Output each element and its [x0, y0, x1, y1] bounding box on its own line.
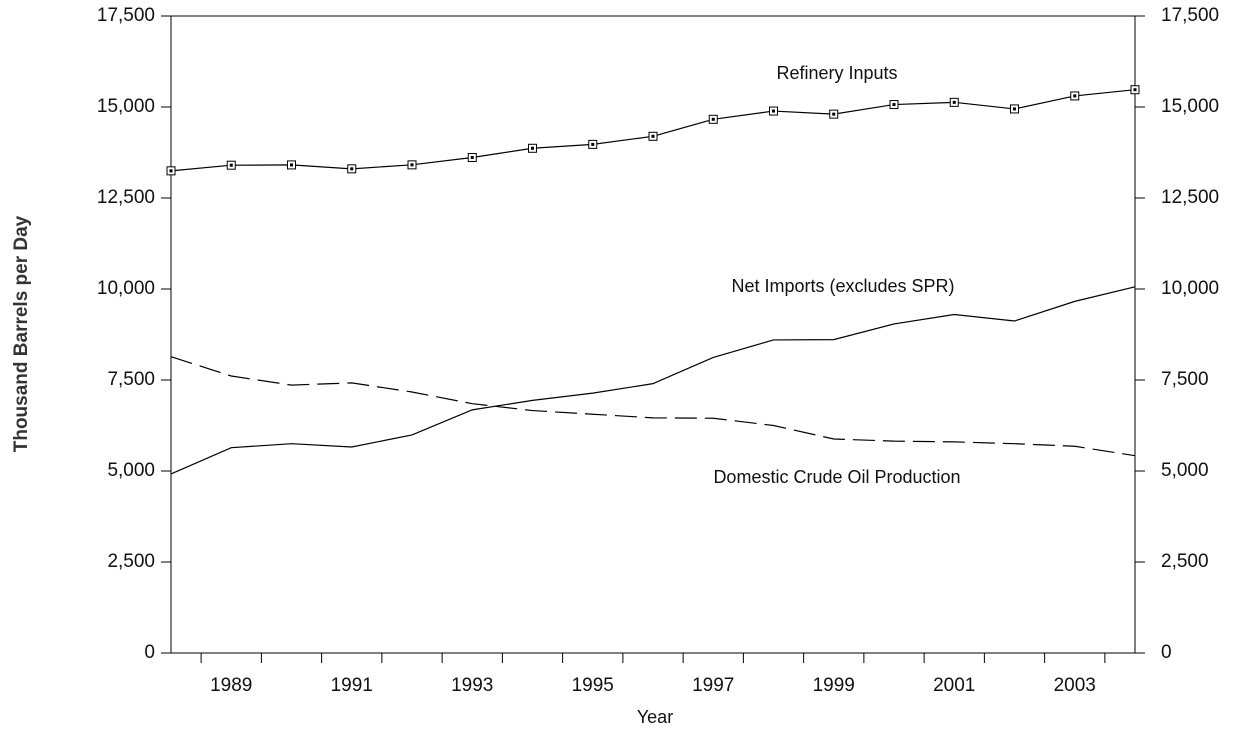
series-marker-dot: [350, 167, 354, 171]
series-marker-dot: [711, 117, 715, 121]
series-marker-dot: [651, 134, 655, 138]
y2-tick-label: 7,500: [1161, 369, 1209, 390]
series-label: Net Imports (excludes SPR): [731, 276, 954, 296]
x-tick-label: 1989: [210, 675, 252, 696]
x-tick-label: 1995: [572, 675, 614, 696]
y-tick-label: 10,000: [97, 278, 155, 299]
series-marker-dot: [229, 163, 233, 167]
series-line: [170, 89, 1136, 172]
y-axis-label: Thousand Barrels per Day: [11, 215, 32, 452]
y-tick-label: 0: [144, 642, 155, 663]
y2-tick-label: 17,500: [1161, 5, 1219, 26]
x-tick-label: 2003: [1054, 675, 1096, 696]
series-marker-dot: [591, 142, 595, 146]
series-marker-dot: [1133, 88, 1137, 92]
series-label: Domestic Crude Oil Production: [713, 467, 960, 487]
plot-frame: [170, 15, 1136, 654]
series-marker-dot: [290, 163, 293, 167]
y-tick-label: 5,000: [107, 460, 155, 481]
series-marker-dot: [952, 100, 956, 104]
y-tick-label: 15,000: [97, 96, 155, 117]
y2-tick-label: 15,000: [1161, 96, 1219, 117]
y2-tick-label: 10,000: [1161, 278, 1219, 299]
series-marker-dot: [169, 169, 173, 173]
series-marker-dot: [410, 163, 414, 167]
series-marker-dot: [1013, 107, 1016, 111]
y-tick-label: 7,500: [107, 369, 155, 390]
series-line: [170, 286, 1136, 475]
series-marker-dot: [772, 109, 775, 113]
y2-tick-label: 5,000: [1161, 460, 1209, 481]
series-marker-dot: [832, 112, 836, 116]
y-tick-label: 12,500: [97, 187, 155, 208]
series-marker-dot: [892, 103, 896, 107]
x-axis-label: Year: [637, 707, 673, 727]
y2-tick-label: 2,500: [1161, 551, 1209, 572]
series-marker-dot: [470, 155, 474, 159]
x-tick-label: 1997: [692, 675, 734, 696]
y-tick-label: 2,500: [107, 551, 155, 572]
series-marker-dot: [531, 146, 534, 150]
series-line: [170, 356, 1136, 457]
series-marker-dot: [1073, 94, 1077, 98]
y-tick-label: 17,500: [97, 5, 155, 26]
x-tick-label: 1991: [331, 675, 373, 696]
x-tick-label: 1993: [451, 675, 493, 696]
series-label: Refinery Inputs: [776, 63, 897, 83]
y2-tick-label: 12,500: [1161, 187, 1219, 208]
x-tick-label: 1999: [813, 675, 855, 696]
y2-tick-label: 0: [1161, 642, 1172, 663]
x-tick-label: 2001: [933, 675, 975, 696]
